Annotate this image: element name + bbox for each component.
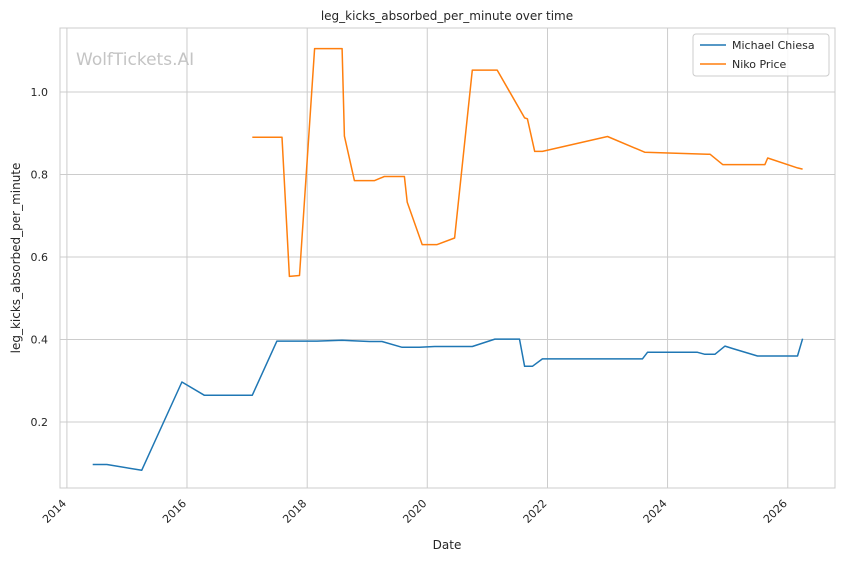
chart-title: leg_kicks_absorbed_per_minute over time [321,9,573,23]
plot-frame [59,27,836,489]
y-axis-ticks: 0.2 0.4 0.6 0.8 1.0 [31,86,49,429]
y-axis-label: leg_kicks_absorbed_per_minute [9,163,23,354]
y-gridlines [60,91,835,423]
x-axis-label: Date [433,538,462,552]
legend-label-niko-price: Niko Price [732,58,787,71]
y-tick-label: 1.0 [31,86,49,99]
legend: Michael Chiesa Niko Price [692,33,830,77]
x-gridlines [66,28,789,488]
y-tick-label: 0.8 [31,168,49,181]
watermark: WolfTickets.AI [76,50,194,70]
y-tick-label: 0.6 [31,251,49,264]
legend-label-michael-chiesa: Michael Chiesa [732,39,815,52]
series-layer [92,47,804,472]
y-tick-label: 0.4 [31,333,49,346]
series-line-niko-price [252,47,803,278]
y-tick-label: 0.2 [31,416,49,429]
legend-box [692,33,830,77]
series-line-michael-chiesa [92,338,804,472]
